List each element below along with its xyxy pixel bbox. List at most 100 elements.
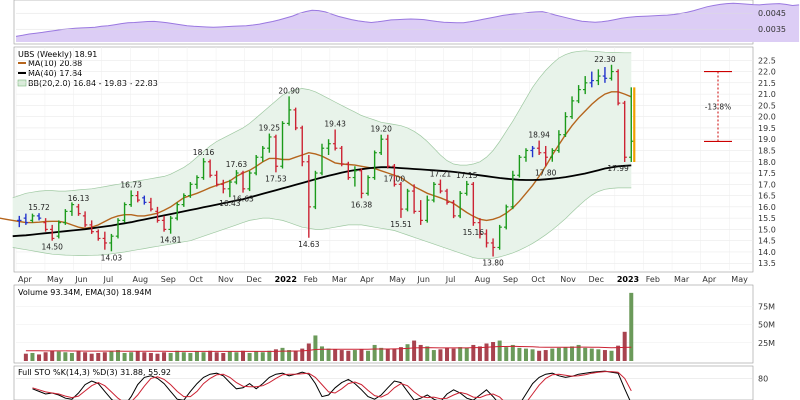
- ohlc-bar: [82, 211, 88, 228]
- ohlc-bar: [49, 224, 55, 241]
- volume-bar: [372, 344, 377, 361]
- ohlc-bar: [161, 215, 167, 232]
- price-y-tick: 21.0: [758, 90, 776, 99]
- volume-y-tick: 50M: [758, 321, 775, 330]
- volume-bar: [241, 350, 246, 361]
- volume-bar: [556, 347, 561, 361]
- bollinger-upper-line: [12, 50, 632, 199]
- price-extreme-label: 17.63: [226, 160, 248, 169]
- volume-bar: [208, 350, 213, 361]
- x-axis-label: Nov: [218, 275, 234, 284]
- volume-panel: Volume 93.34M, EMA(30) 18.94M 75M 50M 25M: [13, 284, 775, 364]
- volume-bar: [504, 347, 509, 361]
- ohlc-bar: [306, 154, 312, 238]
- volume-y-tick: 75M: [758, 302, 775, 311]
- ohlc-bar: [69, 202, 75, 216]
- price-y-tick: 20.0: [758, 113, 776, 122]
- ohlc-bar: [168, 215, 173, 234]
- x-axis-label: Jun: [416, 275, 430, 284]
- stochastic-y-tick: 80: [758, 374, 768, 383]
- price-extreme-label: 17.53: [265, 174, 287, 183]
- ohlc-bar: [300, 125, 305, 167]
- volume-bar: [602, 350, 607, 361]
- volume-bar: [583, 347, 588, 361]
- x-axis-label: 2022: [275, 275, 297, 284]
- volume-bar: [247, 352, 252, 361]
- volume-bar: [570, 346, 575, 361]
- volume-bar: [287, 350, 292, 361]
- volume-bar: [596, 349, 601, 361]
- volume-bar: [142, 352, 147, 361]
- ohlc-bar: [96, 229, 101, 241]
- price-extreme-label: 14.50: [41, 243, 63, 252]
- ohlc-bar: [339, 145, 344, 167]
- x-axis-label: Mar: [674, 275, 690, 284]
- x-axis-label: Sep: [161, 275, 176, 284]
- ohlc-bar: [543, 145, 548, 167]
- ohlc-bar: [609, 64, 614, 81]
- volume-bar: [181, 352, 186, 361]
- ohlc-bar: [596, 69, 601, 86]
- price-extreme-label: 15.16: [463, 228, 485, 237]
- price-extreme-label: 20.90: [278, 86, 300, 95]
- volume-bar: [214, 352, 219, 361]
- volume-bar: [115, 350, 120, 361]
- ohlc-bar: [326, 139, 331, 155]
- price-y-tick: 16.5: [758, 192, 776, 201]
- volume-bar: [471, 344, 476, 361]
- volume-bar: [366, 350, 371, 361]
- ohlc-bar: [602, 67, 608, 83]
- price-y-tick: 16.0: [758, 203, 776, 212]
- price-extreme-label: 19.20: [370, 125, 392, 134]
- x-axis-label: May: [47, 275, 64, 284]
- ohlc-bar: [385, 134, 390, 169]
- ma10-line: [0, 91, 632, 230]
- volume-bar: [484, 343, 489, 361]
- volume-bar: [398, 347, 403, 361]
- ohlc-bar: [517, 154, 522, 178]
- ohlc-bar: [431, 182, 437, 203]
- volume-bar: [497, 340, 502, 361]
- ohlc-bar: [23, 213, 29, 225]
- price-extreme-label: 15.72: [28, 203, 50, 212]
- x-axis-label: Sep: [503, 275, 518, 284]
- volume-bar: [537, 350, 542, 361]
- ma40-line: [12, 164, 632, 238]
- stochastic-line: [32, 371, 632, 400]
- ohlc-bar: [63, 209, 68, 225]
- ohlc-bar: [142, 195, 147, 205]
- volume-bar: [464, 347, 469, 361]
- ohlc-bar: [563, 112, 568, 137]
- volume-bar: [576, 344, 581, 361]
- ohlc-bar: [444, 188, 450, 205]
- ohlc-bar: [89, 220, 94, 234]
- ohlc-bar: [379, 134, 384, 155]
- volume-bar: [418, 344, 423, 361]
- volume-bar: [76, 351, 81, 361]
- volume-bar: [96, 352, 101, 361]
- ohlc-bar: [293, 107, 298, 131]
- ohlc-bar: [313, 170, 318, 210]
- price-y-tick: 17.0: [758, 180, 776, 189]
- volume-title: Volume 93.34M, EMA(30) 18.94M: [18, 288, 151, 297]
- legend-ma10: MA(10) 20.88: [18, 59, 82, 68]
- volume-bar: [168, 352, 173, 361]
- ohlc-bar: [102, 231, 108, 250]
- volume-bar: [254, 351, 259, 361]
- volume-bar: [188, 352, 193, 361]
- price-y-tick: 15.5: [758, 214, 776, 223]
- ohlc-bar: [411, 184, 417, 214]
- ohlc-bar: [227, 179, 233, 198]
- volume-bar: [37, 354, 42, 361]
- volume-bar: [227, 351, 232, 361]
- ohlc-bar: [392, 164, 397, 187]
- x-axis: Apr May Jun Jul Aug Sep Oct Nov Dec 2022 Feb Mar Apr…: [18, 275, 748, 284]
- ohlc-bar: [128, 190, 134, 207]
- price-extreme-label: 14.63: [298, 240, 320, 249]
- volume-bar: [445, 347, 450, 361]
- volume-bar: [194, 351, 199, 361]
- price-extreme-label: 16.73: [120, 180, 142, 189]
- ohlc-bar: [214, 170, 219, 187]
- volume-bar: [438, 349, 443, 361]
